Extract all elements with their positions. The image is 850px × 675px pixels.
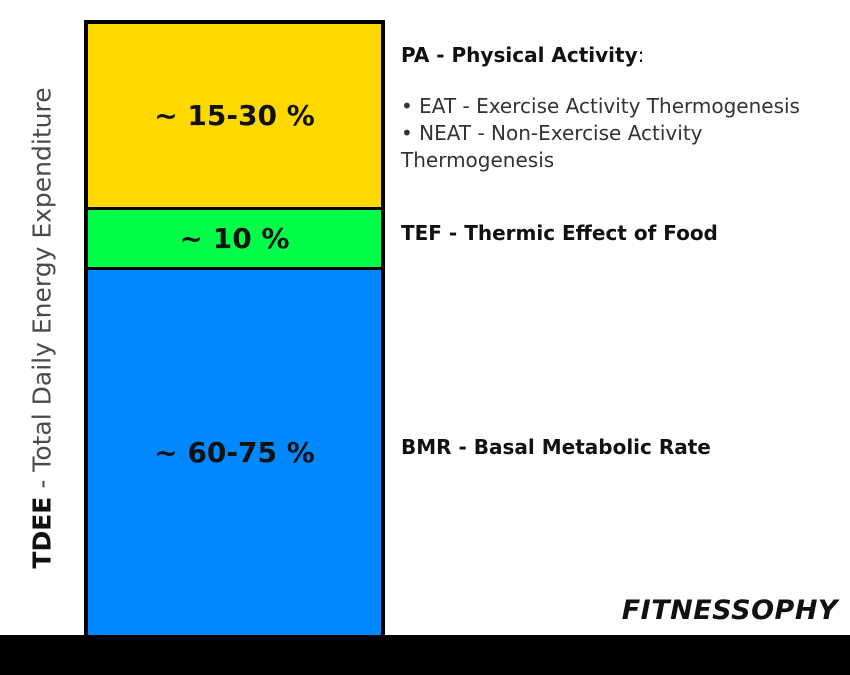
pa-bullet-list: • EAT - Exercise Activity Thermogenesis … xyxy=(401,93,846,174)
pa-title: PA - Physical Activity xyxy=(401,43,638,67)
segment-thermic-effect: ~ 10 % xyxy=(88,207,381,270)
brand-logo: FITNESSOPHY xyxy=(621,595,838,626)
segment-physical-activity: ~ 15-30 % xyxy=(88,24,381,207)
segment-tef-value: ~ 10 % xyxy=(179,222,290,255)
list-item: • EAT - Exercise Activity Thermogenesis xyxy=(401,94,800,118)
tdee-axis-label: TDEE - Total Daily Energy Expenditure xyxy=(28,87,57,568)
list-item: • NEAT - Non-Exercise Activity Thermogen… xyxy=(401,121,703,172)
tef-description: TEF - Thermic Effect of Food xyxy=(401,221,718,245)
footer-bar xyxy=(0,635,850,675)
segment-basal-metabolic: ~ 60-75 % xyxy=(88,270,381,635)
tdee-abbrev: TDEE xyxy=(27,496,57,569)
tdee-full-name: - Total Daily Energy Expenditure xyxy=(27,87,57,497)
pa-title-suffix: : xyxy=(637,43,645,67)
pa-description: PA - Physical Activity: • EAT - Exercise… xyxy=(401,42,846,174)
energy-stack-bar: ~ 15-30 % ~ 10 % ~ 60-75 % xyxy=(84,20,385,635)
segment-pa-value: ~ 15-30 % xyxy=(154,99,315,132)
bmr-description: BMR - Basal Metabolic Rate xyxy=(401,435,711,459)
segment-bmr-value: ~ 60-75 % xyxy=(154,436,315,469)
